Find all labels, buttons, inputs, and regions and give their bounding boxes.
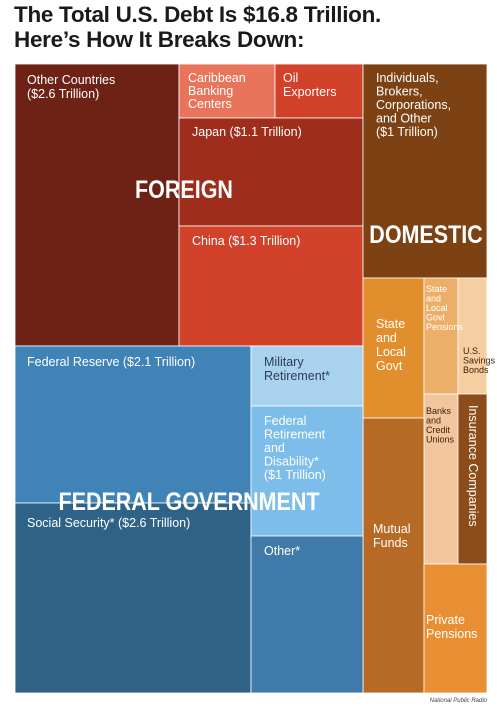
group-label-federal-government: FEDERAL GOVERNMENT bbox=[58, 487, 319, 515]
title-line-1: The Total U.S. Debt Is $16.8 Trillion. bbox=[14, 2, 382, 27]
source-credit: National Public Radio bbox=[429, 698, 487, 704]
label-japan: Japan ($1.1 Trillion) bbox=[192, 125, 302, 139]
label-military-retirement: Military Retirement* bbox=[264, 355, 330, 383]
cell-private-pensions bbox=[423, 563, 488, 694]
label-state-local-govt: State and Local Govt bbox=[376, 317, 406, 373]
label-individuals-brokers: Individuals, Brokers, Corporations, and Oth… bbox=[376, 71, 451, 139]
cell-other-federal bbox=[250, 535, 364, 694]
label-caribbean-banking-centers: Caribbean Banking Centers bbox=[188, 71, 246, 111]
cell-military-retirement bbox=[250, 345, 364, 407]
chart-title: The Total U.S. Debt Is $16.8 Trillion. H… bbox=[14, 2, 494, 52]
title-line-2: Here’s How It Breaks Down: bbox=[14, 27, 305, 52]
label-banks-credit-unions: Banks and Credit Unions bbox=[426, 406, 455, 445]
cell-individuals-brokers bbox=[362, 63, 488, 279]
cell-china bbox=[178, 225, 364, 347]
label-social-security: Social Security* ($2.6 Trillion) bbox=[27, 516, 190, 530]
cell-state-local-pensions bbox=[423, 277, 459, 395]
cell-state-local-govt bbox=[362, 277, 425, 419]
group-label-domestic: DOMESTIC bbox=[369, 220, 483, 248]
label-mutual-funds: Mutual Funds bbox=[373, 522, 411, 550]
label-oil-exporters: Oil Exporters bbox=[283, 71, 337, 99]
label-china: China ($1.3 Trillion) bbox=[192, 234, 300, 248]
label-federal-retirement-disability: Federal Retirement and Disability* ($1 Trill… bbox=[264, 414, 326, 482]
cell-japan bbox=[178, 117, 364, 227]
cell-mutual-funds bbox=[362, 417, 425, 694]
label-federal-reserve: Federal Reserve ($2.1 Trillion) bbox=[27, 355, 195, 369]
cell-banks-credit-unions bbox=[423, 393, 459, 565]
label-insurance-companies: Insurance Companies bbox=[466, 405, 480, 527]
label-private-pensions: Private Pensions bbox=[426, 613, 477, 641]
group-label-foreign: FOREIGN bbox=[135, 175, 233, 203]
label-savings-bonds: U.S. Savings Bonds bbox=[463, 346, 496, 375]
label-other-federal: Other* bbox=[264, 544, 300, 558]
label-state-local-pensions: State and Local Govt Pensions bbox=[426, 284, 464, 332]
label-other-countries: Other Countries ($2.6 Trillion) bbox=[27, 73, 115, 101]
cell-federal-retirement-disability bbox=[250, 405, 364, 537]
cell-federal-reserve bbox=[14, 345, 252, 504]
cell-other-countries bbox=[14, 63, 180, 347]
cell-savings-bonds bbox=[457, 277, 488, 395]
cell-social-security bbox=[14, 502, 252, 694]
